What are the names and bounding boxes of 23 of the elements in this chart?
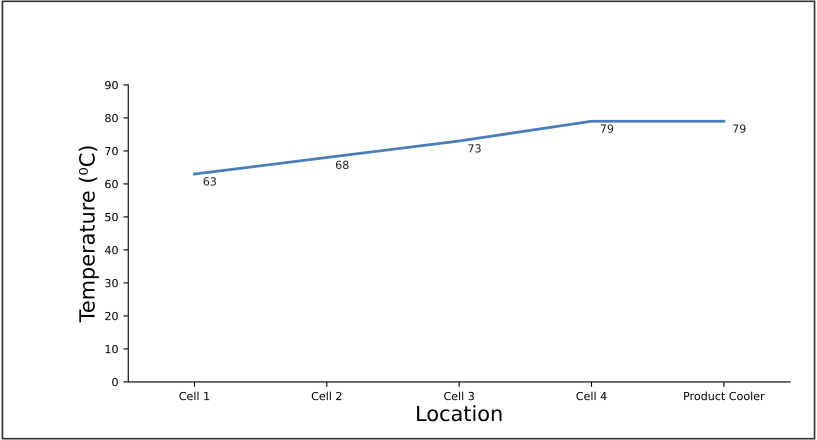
data-label: 79 xyxy=(600,124,614,133)
data-label: 63 xyxy=(204,177,216,186)
x-tick-label: Cell 1 xyxy=(179,392,210,400)
y-tick-label: 80 xyxy=(105,114,118,122)
y-tick-label: 10 xyxy=(106,344,118,354)
data-label: 68 xyxy=(336,160,349,170)
x-axis-title: Location xyxy=(417,405,502,422)
y-axis-title: Temperature (⁰C) xyxy=(78,146,99,322)
y-tick-label: 70 xyxy=(105,146,118,156)
x-tick-label: Product Cooler xyxy=(684,392,765,400)
line-series xyxy=(193,120,726,176)
data-label: 79 xyxy=(733,124,746,133)
x-tick-label: Cell 2 xyxy=(312,392,342,400)
x-tick-label: Cell 4 xyxy=(576,392,607,400)
x-tick-label: Cell 3 xyxy=(444,392,474,400)
data-label: 73 xyxy=(468,144,481,153)
y-tick-label: 60 xyxy=(105,180,118,188)
y-tick-label: 40 xyxy=(104,246,118,254)
y-tick-label: 0 xyxy=(112,378,118,386)
y-tick-label: 30 xyxy=(105,278,118,288)
y-tick-label: 90 xyxy=(105,80,118,90)
y-tick-label: 20 xyxy=(105,312,118,320)
y-tick-label: 50 xyxy=(105,212,118,222)
